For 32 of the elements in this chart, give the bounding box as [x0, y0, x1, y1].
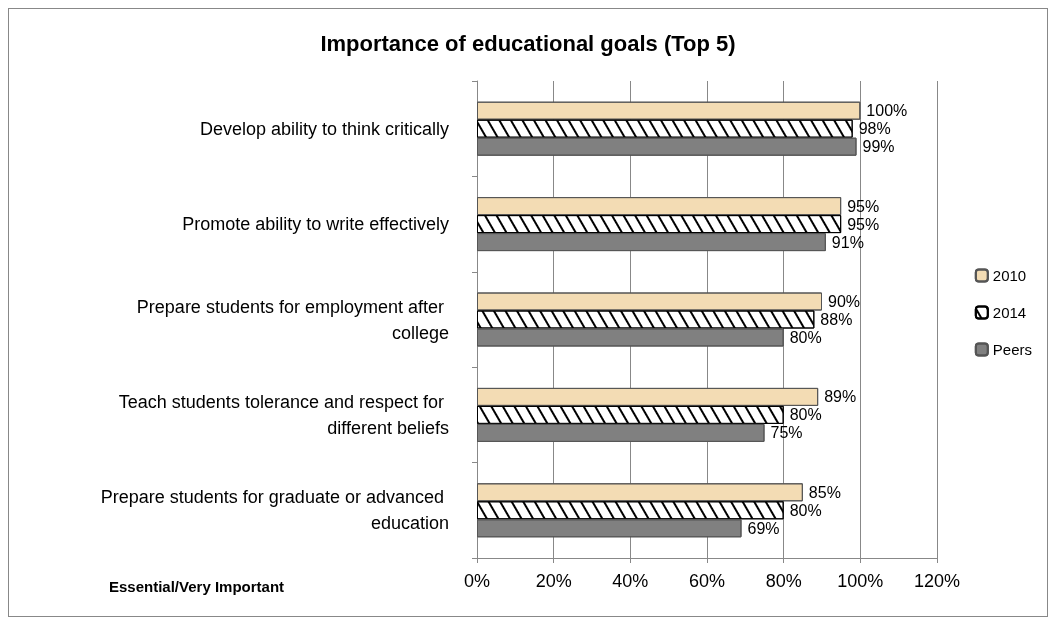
data-label: 69% [747, 519, 780, 537]
data-label: 75% [770, 424, 803, 442]
y-tick-label: Promote ability to write effectively [182, 214, 449, 235]
text: Essential/Very Important [109, 578, 285, 595]
legend-label: 2010 [992, 267, 1027, 284]
x-tick-label: 0% [463, 571, 491, 591]
y-tick-label: Prepare students for employment after college [136, 296, 449, 343]
data-label: 95% [847, 197, 880, 215]
x-tick-label: 80% [765, 571, 802, 591]
data-label: 91% [831, 233, 864, 251]
x-tick-label: 20% [535, 571, 572, 591]
data-label: 95% [847, 215, 880, 233]
data-label: 80% [789, 329, 822, 346]
data-label: 99% [862, 138, 895, 156]
data-label: 98% [858, 120, 891, 138]
data-label: 100% [866, 102, 908, 120]
x-tick-label: 100% [837, 571, 884, 591]
legend-label: Peers [992, 341, 1032, 358]
data-label: 85% [808, 483, 841, 501]
y-tick-label: Teach students tolerance and respect for different beliefs [118, 391, 449, 438]
x-tick-label: 40% [612, 571, 649, 591]
legend-label: 2014 [992, 304, 1027, 321]
data-label: 90% [828, 293, 861, 310]
data-label: 88% [820, 311, 853, 328]
data-label: 80% [789, 501, 822, 519]
x-tick-label: 120% [913, 571, 961, 591]
data-label: 89% [824, 388, 857, 406]
chart-title: Importance of educational goals (Top 5) [320, 30, 736, 56]
data-label: 80% [789, 406, 822, 424]
x-tick-label: 60% [688, 571, 726, 591]
y-tick-label: Develop ability to think critically [199, 118, 449, 139]
y-tick-label: Prepare students for graduate or advanced education [100, 487, 449, 534]
